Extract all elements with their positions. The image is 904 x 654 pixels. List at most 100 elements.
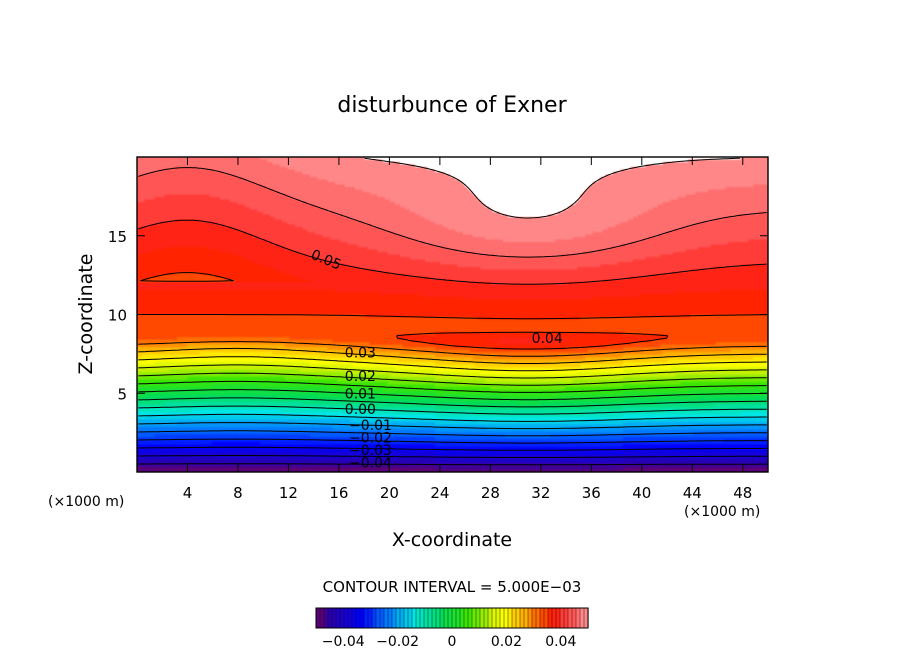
contour-label: 0.03 [345, 345, 376, 361]
colorbar-cell [571, 607, 577, 629]
colorbar-cell [475, 607, 481, 629]
contour-labels: 0.050.040.030.020.010.00−0.01−0.02−0.03−… [308, 247, 562, 472]
contour-line [138, 347, 767, 364]
colorbar-cell [443, 607, 449, 629]
colorbar-cell [383, 607, 389, 629]
y-tick-labels: 5 10 15 [108, 228, 127, 404]
contour-label: −0.01 [349, 418, 392, 434]
colorbar-cell [323, 607, 329, 629]
colorbar-cell [563, 607, 569, 629]
contour-line [138, 341, 767, 357]
colorbar-cell [511, 607, 517, 629]
colorbar-cell [479, 607, 485, 629]
colorbar-cell [555, 607, 561, 629]
axis-ticks [137, 157, 768, 472]
contour-label: 0.01 [345, 386, 376, 402]
colorbar-cell [359, 607, 365, 629]
colorbar-tick-labels: −0.04 −0.02 0 0.02 0.04 [322, 634, 577, 650]
colorbar-cell [379, 607, 385, 629]
contour-label: 0.02 [345, 369, 376, 385]
colorbar-cell [343, 607, 349, 629]
x-unit-right: (×1000 m) [684, 504, 760, 520]
colorbar-cell [567, 607, 573, 629]
x-tick-labels: 4 8 12 16 20 24 28 32 36 40 44 48 [183, 484, 753, 502]
colorbar-cell [335, 607, 341, 629]
colorbar-cell [507, 607, 513, 629]
y-tick-label: 10 [108, 307, 127, 325]
colorbar-cell [539, 607, 545, 629]
colorbar-cell [391, 607, 397, 629]
colorbar-tick-label: 0.02 [491, 634, 522, 650]
colorbar-cell [483, 607, 489, 629]
colorbar-cell [547, 607, 553, 629]
contour-line [138, 438, 767, 444]
colorbar-cells [315, 607, 589, 629]
contour-line [138, 455, 767, 458]
x-tick-label: 4 [183, 484, 193, 502]
colorbar-cell [351, 607, 357, 629]
colorbar-cell [431, 607, 437, 629]
contour-label: −0.04 [349, 456, 392, 472]
contour-line [364, 157, 740, 219]
colorbar-cell [327, 607, 333, 629]
colorbar-cell [339, 607, 345, 629]
x-tick-label: 28 [481, 484, 500, 502]
colorbar-cell [543, 607, 549, 629]
contour-line [138, 389, 767, 401]
colorbar-cell [331, 607, 337, 629]
colorbar-cell [519, 607, 525, 629]
colorbar-cell [495, 607, 501, 629]
contour-line [138, 372, 767, 386]
colorbar-cell [411, 607, 417, 629]
y-tick-label: 5 [117, 385, 127, 403]
y-tick-label: 15 [108, 228, 127, 246]
contour-label: −0.03 [349, 443, 392, 459]
colorbar-cell [523, 607, 529, 629]
x-tick-label: 24 [430, 484, 449, 502]
x-tick-label: 8 [233, 484, 243, 502]
contour-line [138, 167, 767, 258]
colorbar: −0.04 −0.02 0 0.02 0.04 [315, 607, 589, 650]
colorbar-cell [471, 607, 477, 629]
x-unit-left: (×1000 m) [48, 494, 124, 510]
colorbar-cell [419, 607, 425, 629]
colorbar-cell [551, 607, 557, 629]
contour-line [138, 446, 767, 451]
x-tick-label: 40 [632, 484, 651, 502]
colorbar-cell [387, 607, 393, 629]
colorbar-cell [491, 607, 497, 629]
colorbar-cell [347, 607, 353, 629]
contour-line [138, 380, 767, 393]
contour-line [138, 356, 767, 372]
x-tick-label: 12 [279, 484, 298, 502]
colorbar-cell [355, 607, 361, 629]
colorbar-cell [319, 607, 325, 629]
contour-line [138, 422, 767, 430]
contour-line [138, 405, 767, 415]
contour-interval-note: CONTOUR INTERVAL = 5.000E−03 [323, 578, 582, 596]
colorbar-cell [439, 607, 445, 629]
x-tick-label: 44 [683, 484, 702, 502]
contour-line [138, 463, 767, 466]
contour-label: 0.00 [345, 402, 376, 418]
colorbar-frame [315, 607, 589, 629]
contour-label: −0.02 [349, 430, 392, 446]
colorbar-cell [575, 607, 581, 629]
colorbar-cell [499, 607, 505, 629]
x-tick-label: 32 [531, 484, 550, 502]
colorbar-cell [527, 607, 533, 629]
colorbar-cell [559, 607, 565, 629]
colorbar-cell [375, 607, 381, 629]
colorbar-cell [423, 607, 429, 629]
colorbar-cell [455, 607, 461, 629]
x-tick-label: 36 [582, 484, 601, 502]
colorbar-tick-label: 0 [448, 634, 457, 650]
y-axis-label: Z-coordinate [75, 254, 97, 375]
chart-title: disturbunce of Exner [337, 93, 567, 118]
contour-line [138, 430, 767, 437]
colorbar-cell [535, 607, 541, 629]
colorbar-cell [427, 607, 433, 629]
colorbar-tick-label: 0.04 [545, 634, 576, 650]
colorbar-cell [367, 607, 373, 629]
